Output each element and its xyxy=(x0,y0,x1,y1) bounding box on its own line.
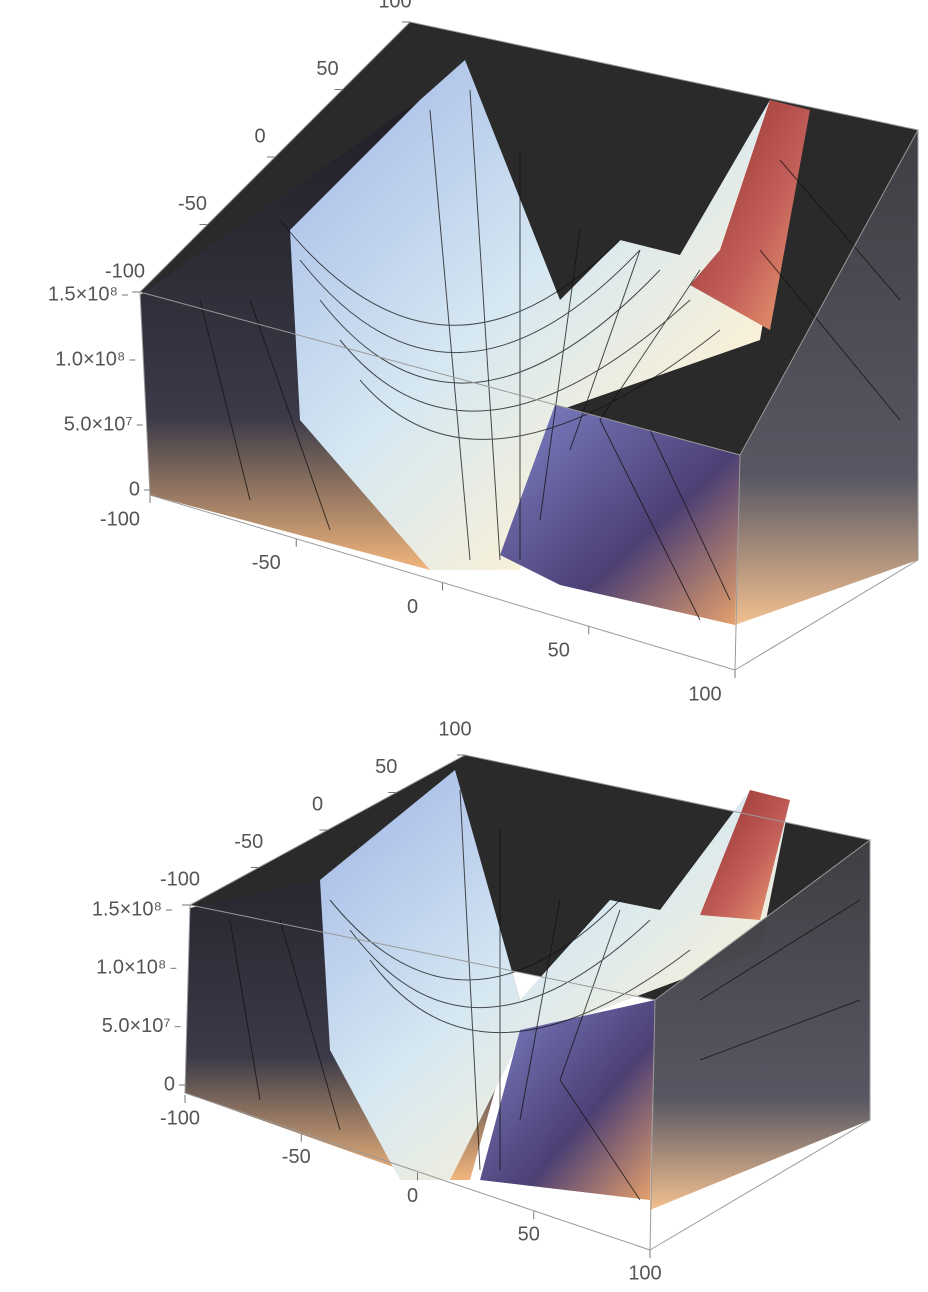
x-tick-label: 0 xyxy=(407,1185,418,1207)
y-tick-label: 50 xyxy=(375,756,397,778)
z-tick-label: 0 xyxy=(164,1073,175,1095)
z-tick-label: 1.5×10⁸ xyxy=(48,283,118,305)
x-tick-label: -100 xyxy=(160,1107,200,1129)
bounding-box xyxy=(184,754,872,1251)
x-tick-label: 50 xyxy=(518,1224,540,1246)
x-tick-label: 50 xyxy=(548,640,570,662)
surface-body xyxy=(290,60,800,570)
surface-1 xyxy=(139,21,919,671)
x-tick-label: 0 xyxy=(407,596,418,618)
x-tick-label: -50 xyxy=(252,552,281,574)
z-tick-label: 5.0×10⁷ xyxy=(102,1015,171,1037)
right-side xyxy=(735,130,918,625)
y-tick-label: 100 xyxy=(438,718,471,740)
z-tick-label: 1.5×10⁸ xyxy=(92,898,162,920)
x-tick-label: -50 xyxy=(282,1146,311,1168)
right-wall xyxy=(700,790,790,920)
y-tick-label: -100 xyxy=(160,868,200,890)
right-wall xyxy=(690,100,810,330)
z-tick-label: 1.0×10⁸ xyxy=(55,348,125,370)
y-tick-label: 100 xyxy=(378,0,411,12)
x-tick-label: -100 xyxy=(100,508,140,530)
y-tick-label: 50 xyxy=(316,58,338,80)
x-tick-label: 100 xyxy=(688,683,721,705)
y-tick-label: 0 xyxy=(254,125,265,147)
y-tick-label: 0 xyxy=(312,793,323,815)
mesh xyxy=(229,789,861,1201)
z-tick-label: 1.0×10⁸ xyxy=(96,957,166,979)
front-wall xyxy=(500,405,740,625)
y-tick-label: -50 xyxy=(178,193,207,215)
surface-2 xyxy=(184,754,872,1251)
z-tick-label: 5.0×10⁷ xyxy=(64,413,133,435)
front-wall xyxy=(480,1000,655,1200)
z-tick-label: 0 xyxy=(129,478,140,500)
surface-body xyxy=(320,770,790,1180)
y-tick-label: -50 xyxy=(234,831,263,853)
y-tick-label: -100 xyxy=(105,260,145,282)
x-tick-label: 100 xyxy=(628,1262,661,1284)
right-side xyxy=(650,840,870,1210)
